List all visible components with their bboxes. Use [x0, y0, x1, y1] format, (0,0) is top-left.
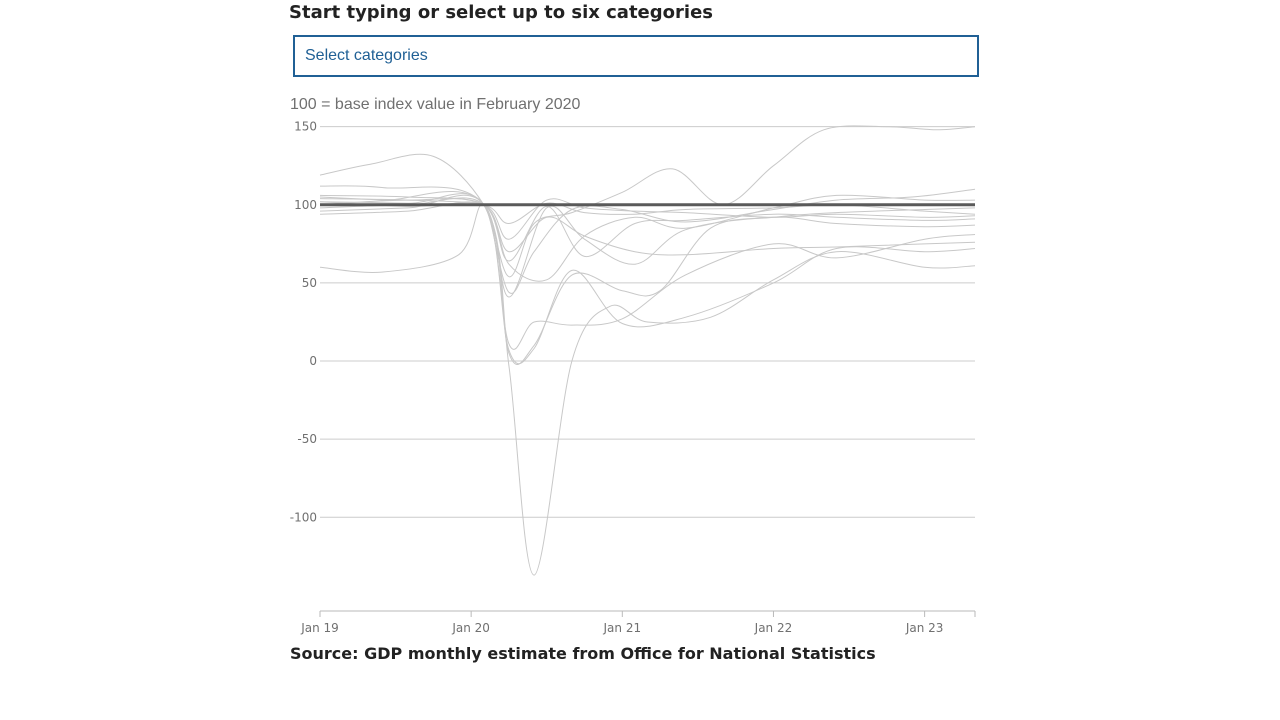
category-select-input[interactable]: Select categories — [293, 35, 979, 77]
chart-subtitle: 100 = base index value in February 2020 — [290, 96, 581, 113]
x-tick-label: Jan 21 — [603, 621, 642, 635]
y-tick-label: 100 — [294, 198, 317, 212]
y-tick-label: 150 — [294, 120, 317, 134]
series-line-12 — [319, 194, 976, 256]
series-line-3 — [319, 185, 976, 365]
y-tick-label: -100 — [290, 510, 317, 524]
category-selector-heading: Start typing or select up to six categor… — [289, 2, 713, 23]
y-tick-label: 50 — [302, 276, 317, 290]
series-line-8 — [319, 198, 976, 262]
category-select-placeholder: Select categories — [305, 47, 428, 64]
series-lines — [319, 125, 976, 576]
series-line-7 — [319, 197, 976, 298]
series-line-9 — [319, 194, 976, 282]
axes: 150 100 50 0 -50 -100 Jan 19 Jan 20 Jan 21 Jan 22… — [290, 120, 976, 635]
x-tick-label: Jan 19 — [300, 621, 339, 635]
source-note: Source: GDP monthly estimate from Office… — [290, 644, 876, 663]
line-chart: 150 100 50 0 -50 -100 Jan 19 Jan 20 Jan 21 Jan 22… — [290, 120, 976, 635]
series-line-1 — [319, 125, 976, 278]
x-tick-label: Jan 23 — [905, 621, 944, 635]
series-line-6 — [319, 194, 976, 350]
x-tick-label: Jan 20 — [451, 621, 490, 635]
y-tick-label: 0 — [309, 354, 317, 368]
x-tick-label: Jan 22 — [754, 621, 793, 635]
chart-widget: Start typing or select up to six categor… — [289, 0, 989, 720]
y-tick-label: -50 — [297, 432, 317, 446]
